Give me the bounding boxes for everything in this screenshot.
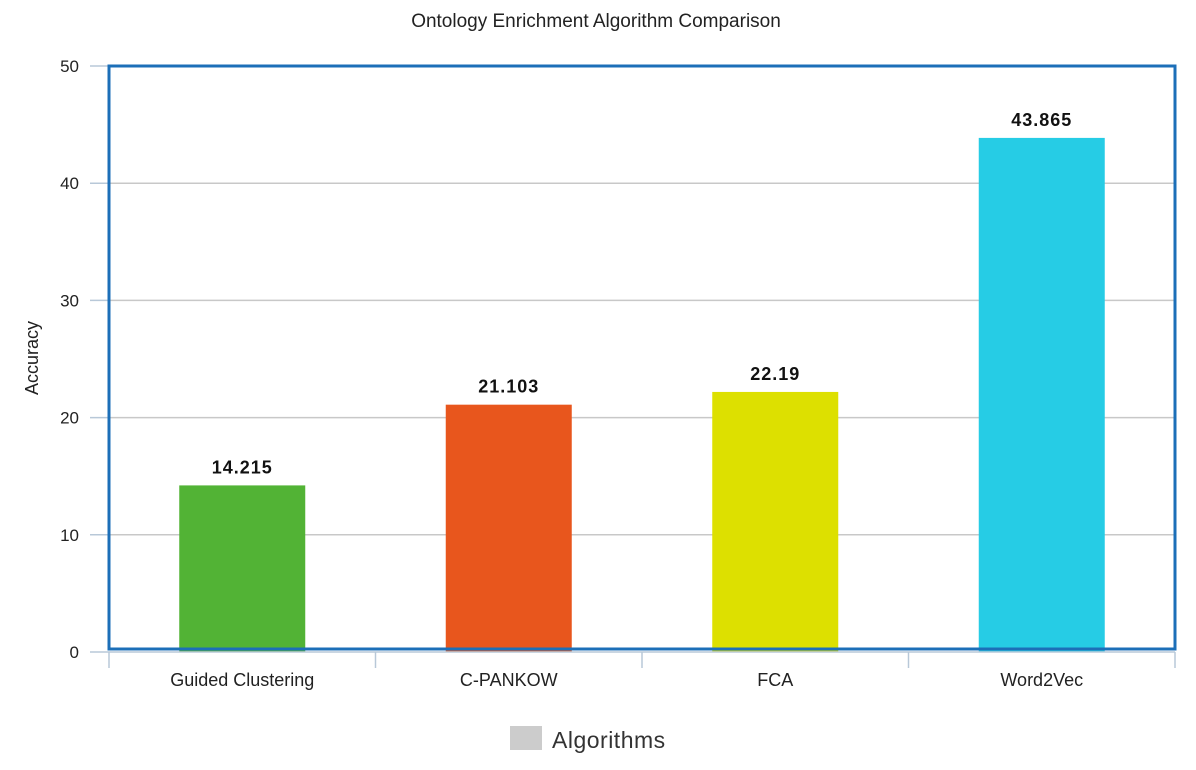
y-tick-label: 40 xyxy=(60,174,79,193)
y-tick-label: 20 xyxy=(60,409,79,428)
y-tick-label: 50 xyxy=(60,57,79,76)
bar[interactable] xyxy=(445,404,572,652)
legend-swatch xyxy=(510,726,542,750)
bar[interactable] xyxy=(978,137,1105,652)
data-label: 43.865 xyxy=(1011,110,1072,130)
data-label: 22.19 xyxy=(750,364,800,384)
x-tick-label: FCA xyxy=(757,670,793,690)
bars xyxy=(179,137,1105,652)
data-label: 21.103 xyxy=(478,377,539,397)
data-label: 14.215 xyxy=(212,457,273,477)
y-axis-ticks: 0 10 20 30 40 50 xyxy=(60,57,109,662)
y-axis-label: Accuracy xyxy=(22,321,42,395)
x-tick-label: Word2Vec xyxy=(1000,670,1083,690)
bar[interactable] xyxy=(179,485,306,652)
plot-border xyxy=(107,64,1177,651)
legend-label: Algorithms xyxy=(552,727,666,753)
bar[interactable] xyxy=(712,391,839,652)
plot-area-border xyxy=(107,64,1177,651)
y-tick-label: 30 xyxy=(60,291,79,310)
legend[interactable]: Algorithms xyxy=(510,726,666,753)
data-labels: 14.215 21.103 22.19 43.865 xyxy=(212,110,1072,477)
y-tick-label: 10 xyxy=(60,526,79,545)
y-tick-label: 0 xyxy=(70,643,79,662)
x-axis: Guided Clustering C-PANKOW FCA Word2Vec xyxy=(108,651,1176,690)
x-tick-label: Guided Clustering xyxy=(170,670,314,690)
chart-title: Ontology Enrichment Algorithm Comparison xyxy=(411,11,781,32)
x-tick-label: C-PANKOW xyxy=(460,670,558,690)
